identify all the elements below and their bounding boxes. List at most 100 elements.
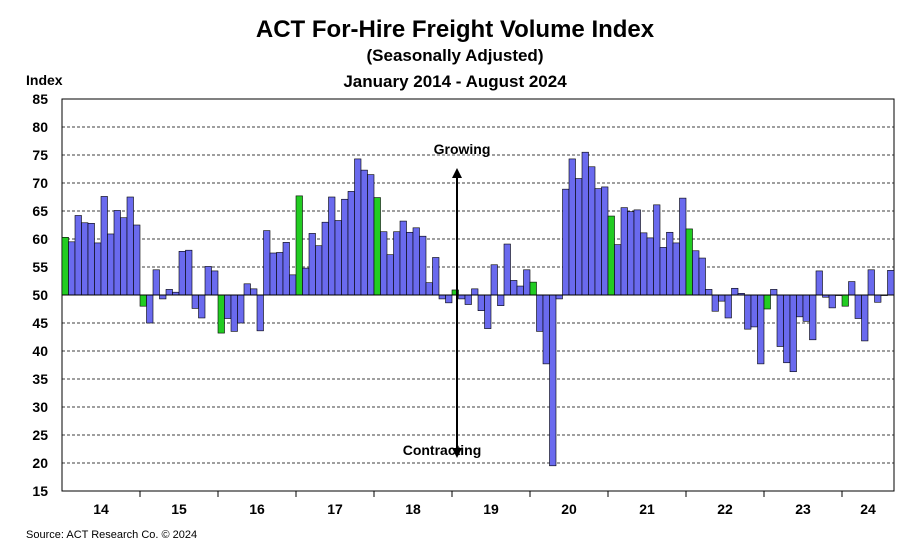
bar-january xyxy=(295,195,303,296)
bar xyxy=(87,223,95,296)
bar xyxy=(191,294,199,309)
y-tick-label: 35 xyxy=(32,371,48,387)
y-tick-label: 25 xyxy=(32,427,48,443)
bar xyxy=(724,294,732,319)
x-tick-label: 21 xyxy=(639,501,655,517)
bar xyxy=(120,217,128,296)
bar xyxy=(393,231,401,296)
bar xyxy=(328,196,336,296)
bar xyxy=(445,294,453,304)
bar xyxy=(438,294,446,300)
x-tick-label: 23 xyxy=(795,501,811,517)
bar xyxy=(269,252,277,296)
bar-january xyxy=(685,228,693,296)
bar xyxy=(776,294,784,347)
bar xyxy=(81,222,89,296)
bar xyxy=(165,289,173,296)
bar xyxy=(354,158,362,296)
bar xyxy=(263,230,271,296)
bar xyxy=(861,294,869,342)
x-tick-label: 17 xyxy=(327,501,343,517)
bar xyxy=(594,188,602,296)
chart-date-range: January 2014 - August 2024 xyxy=(343,72,567,91)
bar xyxy=(107,233,115,296)
y-tick-label: 50 xyxy=(32,287,48,303)
bar xyxy=(757,294,765,365)
bar xyxy=(367,174,375,296)
bar-january xyxy=(61,237,69,296)
bar xyxy=(503,243,511,296)
y-axis-label: Index xyxy=(26,72,63,88)
bar xyxy=(672,242,680,296)
bar xyxy=(620,207,628,296)
bar xyxy=(646,237,654,296)
bar xyxy=(471,288,479,296)
bar xyxy=(425,282,433,296)
bar xyxy=(854,294,862,319)
bar xyxy=(386,254,394,296)
bar xyxy=(484,294,492,329)
bar xyxy=(178,251,186,296)
bar xyxy=(477,294,485,311)
bar xyxy=(406,231,414,296)
bar xyxy=(419,235,427,296)
bar xyxy=(198,294,206,319)
bar xyxy=(679,197,687,296)
bar xyxy=(159,294,167,300)
y-tick-label: 15 xyxy=(32,483,48,499)
chart-subtitle: (Seasonally Adjusted) xyxy=(366,46,544,65)
bar xyxy=(360,169,368,296)
bar xyxy=(575,178,583,296)
bar xyxy=(113,210,121,296)
bar xyxy=(640,232,648,296)
bar xyxy=(185,249,193,296)
bar xyxy=(568,158,576,296)
bar xyxy=(542,294,550,365)
x-tick-label: 15 xyxy=(171,501,187,517)
bar xyxy=(698,257,706,296)
bar xyxy=(458,294,466,300)
y-tick-label: 65 xyxy=(32,203,48,219)
bar xyxy=(887,270,895,296)
y-tick-label: 70 xyxy=(32,175,48,191)
bar xyxy=(510,280,518,296)
y-tick-label: 85 xyxy=(32,91,48,107)
bar xyxy=(562,188,570,296)
bar xyxy=(256,294,264,332)
bar xyxy=(152,269,160,296)
bar-series xyxy=(61,151,895,467)
bar xyxy=(100,196,108,296)
bar xyxy=(666,231,674,296)
bar xyxy=(627,211,635,296)
bar xyxy=(653,204,661,296)
bar xyxy=(581,151,589,296)
bar-january xyxy=(841,294,849,307)
bar xyxy=(282,242,290,296)
x-tick-label: 24 xyxy=(860,501,876,517)
bar xyxy=(315,245,323,296)
bar-january xyxy=(529,281,537,296)
bar xyxy=(380,231,388,296)
bar xyxy=(516,285,524,296)
bar xyxy=(68,241,76,296)
bar xyxy=(490,264,498,296)
y-tick-label: 40 xyxy=(32,343,48,359)
bar xyxy=(815,270,823,296)
x-tick-label: 19 xyxy=(483,501,499,517)
bar xyxy=(399,220,407,296)
bar-january xyxy=(607,215,615,296)
bar xyxy=(347,191,355,296)
y-tick-labels: 15 20 25 30 35 40 45 50 55 60 65 70 75 80 85 xyxy=(32,91,48,499)
annotation-contracting: Contracting xyxy=(403,442,482,458)
bar-january xyxy=(139,294,147,307)
bar xyxy=(464,294,472,305)
x-tick-label: 18 xyxy=(405,501,421,517)
bar xyxy=(796,294,804,318)
bar xyxy=(614,244,622,296)
bar xyxy=(711,294,719,312)
bar xyxy=(250,288,258,296)
bar xyxy=(744,294,752,330)
bar xyxy=(211,270,219,296)
bar xyxy=(536,294,544,332)
y-tick-label: 80 xyxy=(32,119,48,135)
